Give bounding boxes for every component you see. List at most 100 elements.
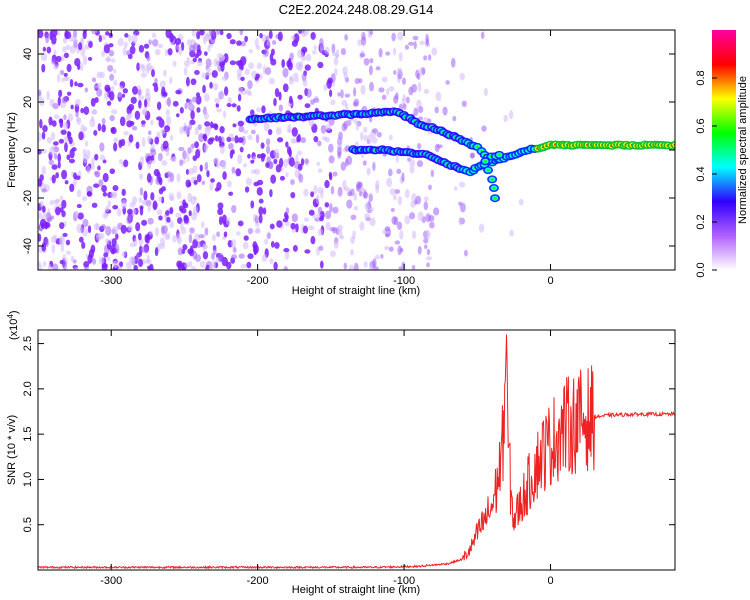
snr-x-tick-label: -200 <box>247 575 269 587</box>
spectrogram-cell <box>242 163 248 168</box>
spectrogram-cell <box>166 171 172 177</box>
spectrogram-cell <box>38 30 44 39</box>
spectrogram-cell <box>110 126 117 135</box>
spectrogram-cell <box>117 91 123 98</box>
spectrogram-cell <box>80 37 84 43</box>
spectrogram-cell <box>319 260 324 269</box>
spectrogram-cell <box>162 140 169 149</box>
spectrogram-cell <box>319 37 324 48</box>
spectrogram-cell <box>388 134 393 141</box>
spectrogram-cell <box>203 33 211 42</box>
spectrogram-cell <box>194 69 200 75</box>
spectrogram-cell <box>333 240 339 249</box>
spectrogram-cell <box>194 233 201 241</box>
spectrogram-cell <box>337 146 342 157</box>
snr-series-line <box>38 334 675 570</box>
spectrogram-cell <box>139 206 144 216</box>
colorbar-bar <box>712 30 736 270</box>
colorbar-tick-label: 0.8 <box>695 70 707 85</box>
spectrogram-cell <box>183 67 188 76</box>
spectrogram-cell <box>328 89 333 98</box>
spectrogram-cell <box>151 39 159 47</box>
spectrogram-cell <box>38 89 42 96</box>
spectrogram-cell <box>212 82 219 91</box>
spectrogram-cell <box>306 88 312 98</box>
spectrogram-cell <box>98 179 104 187</box>
spectrogram-cell <box>238 125 245 133</box>
spectrogram-cell <box>453 186 458 191</box>
spectrogram-cell <box>340 161 347 171</box>
spectrogram-cell <box>59 222 65 230</box>
spectrogram-noise <box>38 30 524 270</box>
spectrogram-cell <box>128 103 135 111</box>
spectrogram-cell <box>247 134 253 141</box>
spectrogram-cell <box>141 137 146 148</box>
spectrogram-cell <box>62 232 68 237</box>
spectrogram-cell <box>242 241 249 250</box>
spectrogram-cell <box>337 186 343 197</box>
spectrogram-cell <box>353 262 359 270</box>
spectrogram-cell <box>50 235 57 244</box>
spectrogram-cell <box>194 53 200 59</box>
spectrogram-cell <box>429 221 435 229</box>
spectrogram-cell <box>270 58 277 66</box>
spectrogram-cell <box>225 217 231 226</box>
spectrogram-cell <box>80 107 85 114</box>
spectrogram-cell <box>121 93 126 98</box>
spectrogram-cell <box>404 215 411 225</box>
spectrogram-cell <box>245 177 253 186</box>
spectrogram-cell <box>63 52 69 59</box>
spectrogram-cell <box>169 220 175 229</box>
spectrogram-cell <box>52 103 59 110</box>
spectrogram-cell <box>396 67 403 73</box>
spectrogram-cell <box>138 99 142 109</box>
spectrogram-cell <box>142 106 148 116</box>
spectrogram-cell <box>69 78 74 88</box>
spectrogram-cell <box>254 168 261 175</box>
spectrogram-cell <box>304 158 309 165</box>
spectrogram-cell <box>222 171 227 180</box>
spectrogram-cell <box>273 97 277 107</box>
spectrogram-cell <box>40 52 48 62</box>
spectrogram-cell <box>356 181 362 190</box>
spectrogram-cell <box>55 172 59 179</box>
spectrogram-cell <box>191 265 197 270</box>
spectrogram-cell <box>323 84 328 91</box>
spectrogram-cell <box>227 180 232 188</box>
spectrogram-cell <box>324 179 330 189</box>
spectrogram-cell <box>249 109 255 116</box>
spectrogram-cell <box>172 100 179 107</box>
spectrogram-cell <box>147 202 152 213</box>
spectrogram-cell <box>260 142 265 149</box>
spectrogram-cell <box>225 261 232 270</box>
spectrogram-cell <box>277 31 283 42</box>
spectrogram-cell <box>362 191 369 199</box>
spectrogram-cell <box>363 57 370 66</box>
spectrogram-cell <box>203 111 209 120</box>
spectrogram-cell <box>128 34 132 43</box>
spectrogram-cell <box>101 184 107 193</box>
spectrogram-cell <box>345 103 349 112</box>
spectrogram-cell <box>412 35 419 41</box>
spectrogram-tracks <box>245 107 675 203</box>
spectrogram-cell <box>105 225 112 236</box>
spectrogram-cell <box>304 64 311 71</box>
spectrogram-cell <box>359 52 366 58</box>
spectrogram-cell <box>169 33 175 43</box>
spectrogram-cell <box>427 54 432 61</box>
spectrogram-cell <box>47 263 52 270</box>
spectrogram-cell <box>91 77 97 83</box>
spectrogram-cell <box>212 246 217 256</box>
spectrogram-cell <box>103 252 109 258</box>
spectrogram-cell <box>254 215 259 224</box>
spectrogram-cell <box>328 155 335 164</box>
spectrogram-cell <box>231 103 237 108</box>
spectrogram-cell <box>260 153 266 159</box>
spectrogram-cell <box>77 82 84 88</box>
spectrogram-cell <box>196 31 201 40</box>
spectrogram-cell <box>59 69 65 76</box>
spectrogram-cell <box>239 30 244 36</box>
spectrogram-y-tick-label: -20 <box>22 190 34 206</box>
spectrogram-cell <box>297 163 303 171</box>
spectrogram-cell <box>413 41 417 50</box>
